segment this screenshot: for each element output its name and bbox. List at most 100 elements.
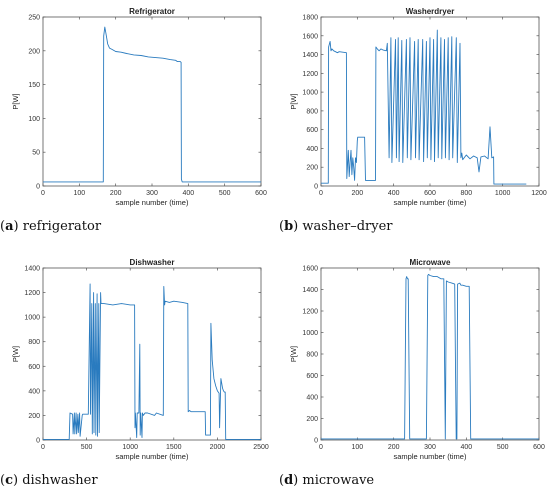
chart-panel-1: 0 100 200 300 400 500 600 0 50 100 150 200 250 Refrig… bbox=[0, 7, 267, 234]
y-tick-label: 1200 bbox=[302, 71, 318, 78]
x-tick-label: 200 bbox=[351, 190, 363, 197]
y-tick-label: 200 bbox=[306, 165, 318, 172]
y-tick-label: 0 bbox=[314, 438, 318, 445]
caption-close-paren: ) bbox=[13, 473, 22, 488]
caption-open-paren: ( bbox=[279, 473, 284, 488]
x-tick-label: 200 bbox=[388, 444, 400, 451]
x-axis-label: sample number (time) bbox=[116, 198, 189, 207]
y-tick-label: 1600 bbox=[302, 33, 318, 40]
y-tick-label: 150 bbox=[28, 82, 40, 89]
chart-title: Washerdryer bbox=[406, 7, 455, 16]
y-axis-label: P[W] bbox=[289, 93, 298, 109]
y-tick-label: 200 bbox=[306, 416, 318, 423]
y-tick-label: 200 bbox=[28, 413, 40, 420]
caption-letter: a bbox=[5, 219, 14, 234]
x-tick-label: 0 bbox=[41, 190, 45, 197]
caption-text: dishwasher bbox=[22, 473, 98, 488]
y-tick-label: 1000 bbox=[302, 330, 318, 337]
y-tick-label: 800 bbox=[306, 108, 318, 115]
x-axis-label: sample number (time) bbox=[394, 198, 467, 207]
x-tick-label: 2000 bbox=[210, 444, 226, 451]
chart-panel-4: 0 100 200 300 400 500 600 0 200 400 600 800 1000 1200… bbox=[279, 258, 545, 488]
y-tick-label: 600 bbox=[28, 364, 40, 371]
x-tick-label: 1500 bbox=[166, 444, 182, 451]
plot-frame bbox=[42, 267, 262, 441]
x-tick-label: 600 bbox=[533, 444, 545, 451]
chart-title: Microwave bbox=[410, 258, 451, 267]
y-tick-label: 1400 bbox=[302, 52, 318, 59]
y-tick-label: 600 bbox=[306, 373, 318, 380]
y-axis-label: P[W] bbox=[11, 93, 20, 109]
y-tick-label: 1200 bbox=[24, 290, 40, 297]
y-tick-label: 1400 bbox=[24, 266, 40, 273]
x-axis-label: sample number (time) bbox=[394, 452, 467, 461]
caption-open-paren: ( bbox=[279, 219, 284, 234]
y-tick-label: 1800 bbox=[302, 15, 318, 22]
y-tick-label: 0 bbox=[314, 184, 318, 191]
y-tick-label: 0 bbox=[36, 438, 40, 445]
x-tick-label: 1000 bbox=[122, 444, 138, 451]
x-tick-label: 800 bbox=[460, 190, 472, 197]
figure-caption: (a) refrigerator bbox=[0, 219, 102, 234]
chart-panel-3: 0 500 1000 1500 2000 2500 0 200 400 600 800 1000 120… bbox=[0, 258, 269, 488]
figure-caption: (b) washer–dryer bbox=[279, 219, 393, 234]
x-tick-label: 300 bbox=[146, 190, 158, 197]
caption-close-paren: ) bbox=[293, 219, 302, 234]
x-tick-label: 300 bbox=[424, 444, 436, 451]
y-tick-label: 50 bbox=[32, 150, 40, 157]
x-tick-label: 400 bbox=[460, 444, 472, 451]
series-line-1 bbox=[43, 283, 261, 440]
x-tick-label: 0 bbox=[319, 444, 323, 451]
x-tick-label: 600 bbox=[255, 190, 267, 197]
x-tick-label: 1000 bbox=[495, 190, 511, 197]
y-tick-label: 600 bbox=[306, 127, 318, 134]
caption-close-paren: ) bbox=[293, 473, 302, 488]
x-tick-label: 200 bbox=[110, 190, 122, 197]
x-tick-label: 100 bbox=[351, 444, 363, 451]
x-tick-label: 400 bbox=[388, 190, 400, 197]
caption-text: microwave bbox=[302, 473, 374, 488]
y-tick-label: 400 bbox=[306, 146, 318, 153]
y-tick-label: 1000 bbox=[302, 90, 318, 97]
y-tick-label: 1400 bbox=[302, 287, 318, 294]
y-tick-label: 200 bbox=[28, 48, 40, 55]
x-tick-label: 0 bbox=[41, 444, 45, 451]
y-tick-label: 800 bbox=[306, 352, 318, 359]
caption-open-paren: ( bbox=[0, 473, 5, 488]
x-tick-label: 1200 bbox=[531, 190, 547, 197]
x-tick-label: 600 bbox=[424, 190, 436, 197]
caption-close-paren: ) bbox=[14, 219, 23, 234]
x-tick-label: 500 bbox=[497, 444, 509, 451]
series-line-1 bbox=[321, 273, 539, 440]
series-line-1 bbox=[321, 29, 527, 185]
y-tick-label: 250 bbox=[28, 15, 40, 22]
chart-title: Refrigerator bbox=[129, 7, 175, 16]
y-tick-label: 100 bbox=[28, 116, 40, 123]
y-tick-label: 1200 bbox=[302, 309, 318, 316]
y-axis-label: P[W] bbox=[289, 346, 298, 362]
y-axis-label: P[W] bbox=[11, 346, 20, 362]
x-tick-label: 100 bbox=[73, 190, 85, 197]
series-line-1 bbox=[43, 26, 261, 183]
caption-letter: c bbox=[5, 473, 13, 488]
x-tick-label: 2500 bbox=[253, 444, 269, 451]
caption-letter: b bbox=[284, 219, 293, 234]
y-tick-label: 400 bbox=[306, 395, 318, 402]
figure-caption: (d) microwave bbox=[279, 473, 374, 488]
plot-frame bbox=[42, 16, 262, 187]
x-tick-label: 500 bbox=[81, 444, 93, 451]
plot-frame bbox=[320, 267, 540, 441]
caption-text: refrigerator bbox=[23, 219, 102, 234]
caption-text: washer–dryer bbox=[302, 219, 393, 234]
x-tick-label: 500 bbox=[219, 190, 231, 197]
chart-title: Dishwasher bbox=[130, 258, 175, 267]
y-tick-label: 400 bbox=[28, 388, 40, 395]
chart-panel-2: 0 200 400 600 800 1000 1200 0 200 400 600 800 1000 12… bbox=[279, 7, 547, 234]
x-axis-label: sample number (time) bbox=[116, 452, 189, 461]
caption-letter: d bbox=[284, 473, 293, 488]
y-tick-label: 0 bbox=[36, 184, 40, 191]
x-tick-label: 400 bbox=[182, 190, 194, 197]
y-tick-label: 800 bbox=[28, 339, 40, 346]
caption-open-paren: ( bbox=[0, 219, 5, 234]
